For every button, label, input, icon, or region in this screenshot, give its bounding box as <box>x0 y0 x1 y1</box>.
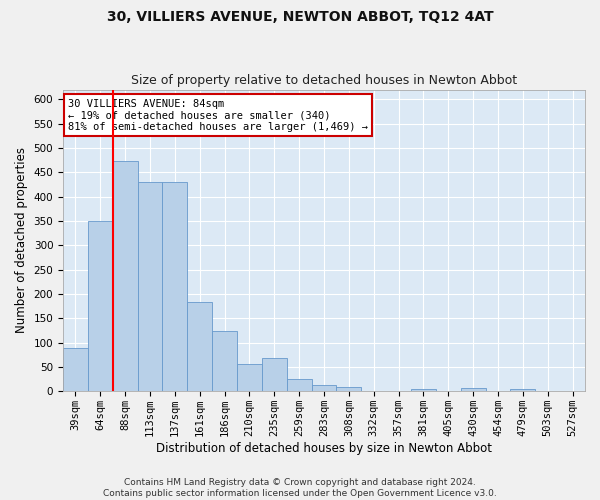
Bar <box>113 160 137 392</box>
Bar <box>511 389 535 392</box>
Bar <box>137 182 163 392</box>
Bar <box>88 222 113 392</box>
Text: 30 VILLIERS AVENUE: 84sqm
← 19% of detached houses are smaller (340)
81% of semi: 30 VILLIERS AVENUE: 84sqm ← 19% of detac… <box>68 98 368 132</box>
Bar <box>262 358 287 392</box>
Title: Size of property relative to detached houses in Newton Abbot: Size of property relative to detached ho… <box>131 74 517 87</box>
Bar <box>187 302 212 392</box>
Text: 30, VILLIERS AVENUE, NEWTON ABBOT, TQ12 4AT: 30, VILLIERS AVENUE, NEWTON ABBOT, TQ12 … <box>107 10 493 24</box>
Bar <box>311 385 337 392</box>
Text: Contains HM Land Registry data © Crown copyright and database right 2024.
Contai: Contains HM Land Registry data © Crown c… <box>103 478 497 498</box>
Bar <box>163 182 187 392</box>
Bar <box>337 387 361 392</box>
Bar <box>287 379 311 392</box>
Y-axis label: Number of detached properties: Number of detached properties <box>15 148 28 334</box>
X-axis label: Distribution of detached houses by size in Newton Abbot: Distribution of detached houses by size … <box>156 442 492 455</box>
Bar <box>63 348 88 392</box>
Bar <box>411 389 436 392</box>
Bar <box>237 364 262 392</box>
Bar <box>461 388 485 392</box>
Bar <box>212 332 237 392</box>
